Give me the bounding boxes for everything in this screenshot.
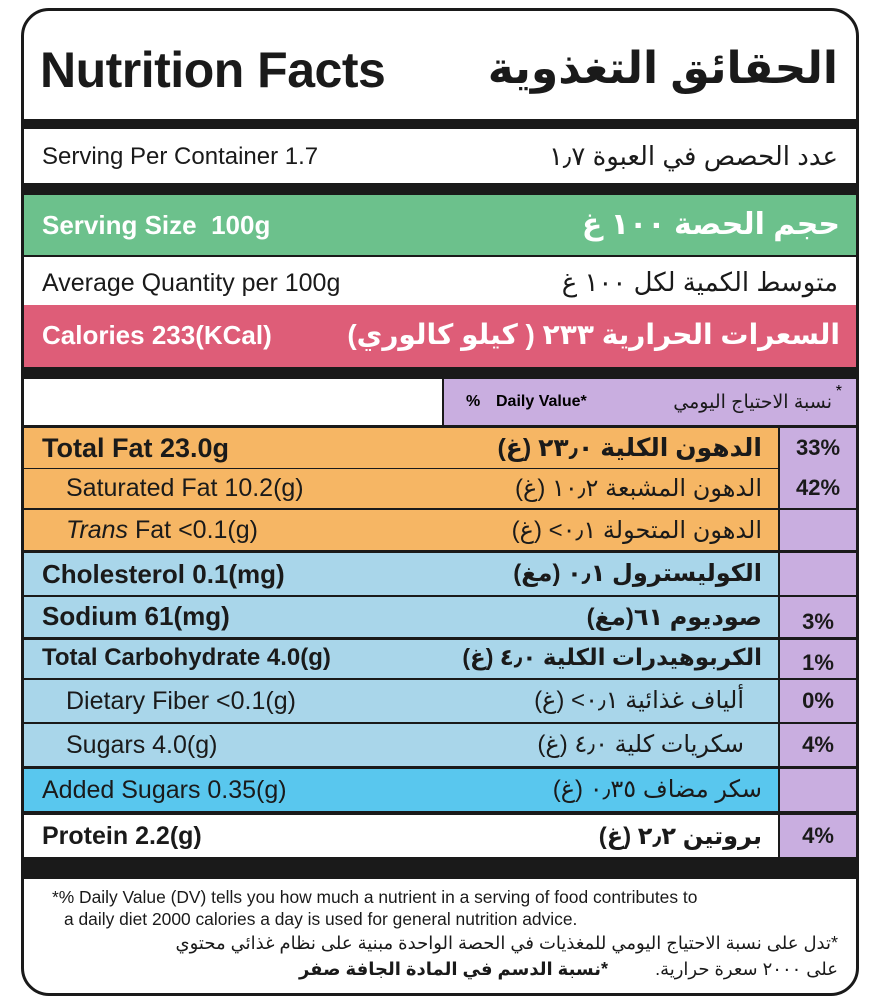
- nutrient-label-ar: ألياف غذائية ٠٫١> (غ): [534, 687, 744, 714]
- fat-group-sep: [24, 550, 856, 553]
- nutrient-row-added-sugars: Added Sugars 0.35(g) سكر مضاف ٠٫٣٥ (غ): [24, 769, 856, 811]
- dv-cell-dietary-fiber: 0%: [778, 680, 856, 722]
- sugars-sep: [24, 766, 856, 769]
- nutrient-label-en: Total Carbohydrate 4.0(g): [42, 644, 331, 671]
- serving-per-container-en: Serving Per Container 1.7: [42, 143, 319, 170]
- average-quantity-en: Average Quantity per 100g: [42, 269, 341, 297]
- bottom-bar: [24, 857, 856, 879]
- nutrient-row-cholesterol: Cholesterol 0.1(mg) الكوليسترول ٠٫١ (مغ): [24, 553, 856, 595]
- serving-bar: [24, 183, 856, 195]
- nutrient-row-dietary-fiber: Dietary Fiber <0.1(g) ألياف غذائية ٠٫١> …: [24, 680, 856, 722]
- cholesterol-sep: [24, 595, 856, 597]
- footnote-en-1: *% Daily Value (DV) tells you how much a…: [52, 887, 698, 907]
- footnote-ar-1: *تدل على نسبة الاحتياج اليومي للمغذيات ف…: [175, 933, 838, 953]
- nutrient-label-en: Sugars 4.0(g): [66, 731, 218, 759]
- title-en: Nutrition Facts: [40, 42, 386, 98]
- footnote-en-2: a daily diet 2000 calories a day is used…: [64, 909, 578, 929]
- serving-size-row: Serving Size 100g حجم الحصة ١٠٠ غ: [24, 195, 856, 255]
- nutrient-label-ar: الدهون الكلية ٢٣٫٠ (غ): [497, 434, 762, 462]
- nutrient-row-trans-fat: Trans Fat <0.1(g) الدهون المتحولة ٠٫١> (…: [24, 508, 856, 550]
- serving-size-ar: حجم الحصة ١٠٠ غ: [581, 208, 840, 241]
- dv-cell-cholesterol: [778, 553, 856, 595]
- nutrient-label-en: Total Fat 23.0g: [42, 433, 230, 463]
- nutrient-label-en: Protein 2.2(g): [42, 822, 202, 850]
- average-quantity-row: Average Quantity per 100g متوسط الكمية ل…: [24, 257, 856, 305]
- nutrient-label-ar: سكريات كلية ٤٫٠ (غ): [537, 731, 744, 758]
- dv-cell-sugars: 4%: [778, 724, 856, 766]
- nutrient-row-sugars: Sugars 4.0(g) سكريات كلية ٤٫٠ (غ): [24, 724, 856, 766]
- dv-header-sep: [24, 425, 856, 428]
- nutrient-label-en: Saturated Fat 10.2(g): [66, 474, 304, 502]
- nutrition-label: Nutrition Facts الحقائق التغذوية Serving…: [21, 8, 859, 996]
- nutrient-label-ar: الدهون المتحولة ٠٫١> (غ): [511, 517, 762, 544]
- nutrient-label-ar: الدهون المشبعة ١٠٫٢ (غ): [515, 475, 762, 502]
- carb-sep: [24, 678, 856, 680]
- average-quantity-ar: متوسط الكمية لكل ١٠٠ غ: [561, 267, 838, 297]
- dv-cell-total-fat: 33%: [778, 428, 856, 468]
- title-row: Nutrition Facts الحقائق التغذوية: [24, 11, 856, 119]
- title-ar: الحقائق التغذوية: [487, 44, 838, 93]
- nutrient-label-en: Cholesterol 0.1(mg): [42, 559, 285, 589]
- nutrient-label-en: Dietary Fiber <0.1(g): [66, 687, 296, 715]
- daily-value-pct: %: [466, 393, 481, 410]
- nutrient-label-ar: صوديوم ٦١(مغ): [586, 604, 762, 631]
- nutrient-row-saturated-fat: Saturated Fat 10.2(g) الدهون المشبعة ١٠٫…: [24, 468, 856, 508]
- nutrient-label-ar: سكر مضاف ٠٫٣٥ (غ): [552, 776, 762, 803]
- dv-cell-total-carbohydrate: 1%: [778, 640, 856, 678]
- sodium-sep: [24, 637, 856, 640]
- footnote-ar-2: على ٢٠٠٠ سعرة حرارية.: [655, 959, 838, 979]
- daily-value-header: * نسبة الاحتياج اليومي Daily Value* %: [442, 379, 856, 427]
- daily-value-star: *: [835, 383, 842, 400]
- daily-value-ar: نسبة الاحتياج اليومي: [673, 392, 832, 413]
- serving-size-sep: [24, 255, 856, 257]
- calories-ar: السعرات الحرارية ٢٣٣ ( كيلو كالوري): [347, 319, 840, 350]
- nutrient-row-protein: Protein 2.2(g) بروتين ٢٫٢ (غ): [24, 815, 856, 857]
- nutrient-label-ar: الكوليسترول ٠٫١ (مغ): [513, 560, 762, 587]
- nutrient-label-ar: بروتين ٢٫٢ (غ): [598, 823, 762, 850]
- nutrient-row-sodium: Sodium 61(mg) صوديوم ٦١(مغ): [24, 597, 856, 637]
- dv-cell-added-sugars: [778, 769, 856, 811]
- trans-italic: Trans: [66, 516, 129, 544]
- dv-cell-saturated-fat: 42%: [778, 468, 856, 508]
- nutrient-label-en-wrap: Trans Fat <0.1(g): [66, 516, 258, 545]
- calories-bar: [24, 367, 856, 379]
- title-bar: [24, 119, 856, 129]
- serving-per-container-ar: عدد الحصص في العبوة ١٫٧: [548, 141, 838, 171]
- nutrient-label-ar: الكربوهيدرات الكلية ٤٫٠ (غ): [462, 644, 762, 670]
- nutrient-row-total-carbohydrate: Total Carbohydrate 4.0(g) الكربوهيدرات ا…: [24, 640, 856, 678]
- calories-row: Calories 233(KCal) السعرات الحرارية ٢٣٣ …: [24, 305, 856, 367]
- dv-cell-sodium: 3%: [778, 597, 856, 637]
- serving-size-en: Serving Size 100g: [42, 210, 271, 240]
- fiber-sep: [24, 722, 856, 724]
- dv-cell-protein: 4%: [778, 815, 856, 857]
- added-sugars-sep: [24, 811, 856, 815]
- dv-cell-trans-fat: [778, 508, 856, 550]
- trans-rest: Fat <0.1(g): [128, 516, 258, 544]
- daily-value-header-row: * نسبة الاحتياج اليومي Daily Value* %: [24, 379, 856, 427]
- nutrient-label-en: Added Sugars 0.35(g): [42, 776, 287, 804]
- daily-value-en: Daily Value*: [496, 393, 587, 410]
- nutrient-label-en: Sodium 61(mg): [42, 601, 230, 631]
- serving-per-container-row: Serving Per Container 1.7 عدد الحصص في ا…: [24, 129, 856, 183]
- nutrient-row-total-fat: Total Fat 23.0g الدهون الكلية ٢٣٫٠ (غ): [24, 428, 856, 468]
- footnote-ar-3: *نسبة الدسم في المادة الجافة صفر: [298, 959, 608, 979]
- calories-en: Calories 233(KCal): [42, 320, 272, 350]
